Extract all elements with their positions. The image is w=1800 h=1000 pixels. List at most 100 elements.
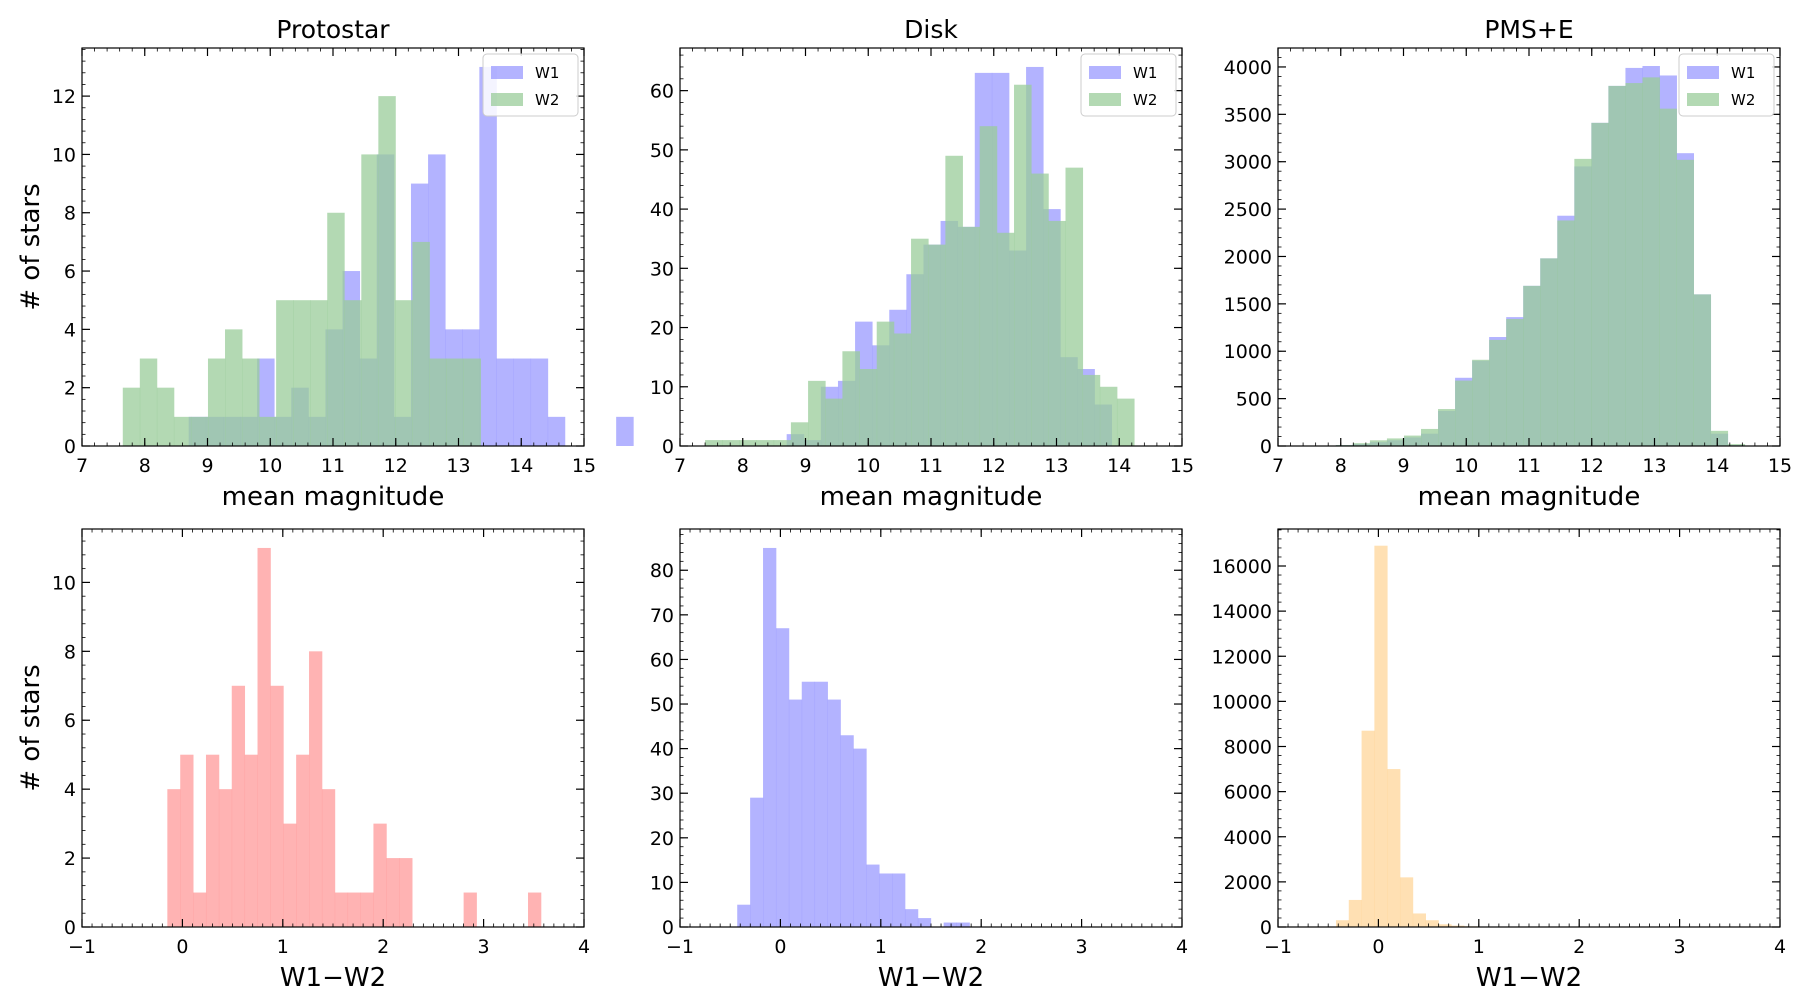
bar [1348, 899, 1362, 927]
x-tick-label: 9 [201, 455, 213, 477]
x-tick-label: 8 [737, 455, 749, 477]
x-tick-label: 7 [76, 455, 88, 477]
x-tick-label: 11 [919, 455, 943, 477]
bar [1387, 769, 1401, 927]
y-tick-label: 50 [650, 140, 674, 162]
bar [853, 748, 867, 927]
bar [1425, 920, 1439, 927]
bar [893, 333, 912, 446]
subplot-title: Protostar [276, 15, 390, 44]
legend-label: W2 [1133, 91, 1157, 109]
legend-label: W2 [535, 91, 559, 109]
bar [928, 244, 946, 446]
x-tick-label: 13 [1044, 455, 1068, 477]
bar [479, 66, 497, 446]
bar [463, 358, 481, 446]
bar [722, 440, 740, 446]
x-tick-label: 0 [774, 936, 786, 958]
bar [283, 823, 297, 927]
bar [139, 358, 158, 446]
bar [334, 892, 349, 927]
bar [205, 754, 220, 927]
y-tick-label: 3000 [1224, 152, 1272, 174]
bar [876, 321, 895, 447]
x-tick-label: 12 [384, 455, 408, 477]
y-tick-label: 0 [1260, 917, 1272, 939]
bar [788, 699, 803, 927]
bar [911, 238, 929, 446]
legend-swatch [1089, 93, 1121, 106]
x-tick-label: 9 [1397, 455, 1409, 477]
legend-swatch [1687, 66, 1719, 79]
y-tick-label: 12000 [1212, 646, 1272, 668]
x-tick-label: −1 [666, 936, 694, 958]
bar [917, 918, 932, 927]
x-tick-label: 14 [1107, 455, 1131, 477]
legend: W1 W2 [482, 53, 579, 117]
bar [1451, 925, 1465, 927]
bar [1710, 430, 1729, 446]
bar [276, 300, 294, 446]
bar [801, 681, 816, 927]
bar [1031, 173, 1049, 446]
axes-frame [1277, 528, 1781, 928]
y-tick-label: 2000 [1224, 872, 1272, 894]
x-tick-label: 4 [1176, 936, 1188, 958]
x-tick-label: −1 [68, 936, 96, 958]
x-tick-label: 11 [1517, 455, 1541, 477]
bar [1540, 258, 1558, 446]
y-tick-label: 20 [650, 318, 674, 340]
x-tick-label: 8 [1335, 455, 1347, 477]
bar [1693, 294, 1712, 446]
x-tick-label: 10 [1454, 455, 1478, 477]
bar [547, 416, 566, 446]
bar [808, 380, 826, 446]
bar [180, 754, 194, 927]
x-tick-label: 15 [572, 455, 596, 477]
y-tick-label: 0 [1260, 436, 1272, 458]
y-tick-label: 1000 [1224, 341, 1272, 363]
bar [399, 858, 413, 927]
x-tick-label: 7 [674, 455, 686, 477]
subplot-pmse-color: −1 0 1 2 3 4020004000600080001000012000140001… [1212, 528, 1786, 993]
x-tick-label: 3 [478, 936, 490, 958]
y-tick-label: 10 [650, 872, 674, 894]
y-tick-label: 4 [64, 319, 76, 341]
bar [1386, 438, 1405, 446]
bar [945, 155, 963, 447]
bar [293, 300, 311, 446]
bar [1352, 443, 1371, 446]
y-tick-label: 16000 [1212, 556, 1272, 578]
y-tick-label: 4000 [1224, 827, 1272, 849]
bar [309, 651, 323, 927]
x-axis-label: mean magnitude [222, 482, 445, 512]
bar [904, 909, 919, 927]
bar [840, 735, 854, 927]
bar [1608, 85, 1626, 447]
x-tick-label: 2 [975, 936, 987, 958]
bar [446, 358, 464, 446]
series-w2 [705, 84, 1135, 447]
bar [244, 754, 258, 927]
bar [496, 358, 514, 446]
subplot-title: Disk [904, 15, 958, 44]
y-tick-label: 40 [650, 199, 674, 221]
y-axis-label: # of stars [16, 664, 46, 791]
bar [763, 547, 777, 927]
bar [1099, 386, 1118, 446]
x-tick-label: 12 [982, 455, 1006, 477]
x-tick-label: 4 [578, 936, 590, 958]
bar [739, 440, 757, 446]
bar [225, 329, 243, 446]
bar [842, 351, 860, 446]
legend-swatch [1089, 66, 1121, 79]
bar [737, 904, 751, 927]
bar [173, 416, 192, 446]
x-axis-label: W1−W2 [878, 963, 984, 993]
y-tick-label: 3500 [1224, 104, 1272, 126]
x-tick-label: 0 [176, 936, 188, 958]
y-tick-label: 0 [64, 436, 76, 458]
bar [193, 892, 207, 927]
series-w1-w2 [1323, 545, 1516, 927]
